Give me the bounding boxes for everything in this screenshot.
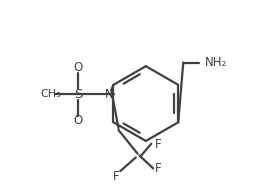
Text: O: O: [74, 62, 83, 74]
Text: F: F: [155, 138, 162, 151]
Text: N: N: [105, 88, 114, 101]
Text: F: F: [113, 170, 119, 183]
Text: F: F: [155, 162, 162, 175]
Text: NH₂: NH₂: [204, 56, 227, 69]
Text: O: O: [74, 114, 83, 127]
Text: CH₃: CH₃: [41, 89, 61, 100]
Text: S: S: [74, 88, 83, 101]
